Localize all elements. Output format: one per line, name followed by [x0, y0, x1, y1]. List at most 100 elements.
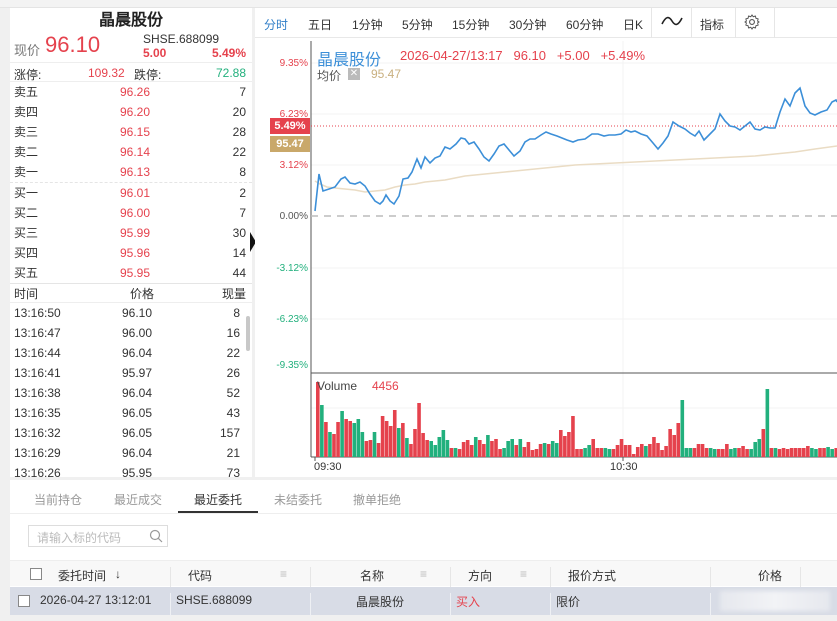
bid-row: 买二 96.00 7 [10, 203, 252, 223]
tab-intraday[interactable]: 分时 [264, 18, 289, 32]
ask-price: 96.15 [120, 125, 151, 139]
bid-row: 买三 95.99 30 [10, 223, 252, 243]
tab-5min[interactable]: 5分钟 [402, 18, 433, 32]
tab-rejected[interactable]: 撤单拒绝 [353, 493, 402, 507]
limit-down-label: 跌停: [134, 68, 162, 82]
trade-price: 96.10 [122, 306, 153, 320]
chart-type-button[interactable] [661, 14, 683, 31]
tab-five-day[interactable]: 五日 [308, 18, 333, 32]
col-order-time[interactable]: 委托时间 [58, 569, 107, 583]
tab-1min[interactable]: 1分钟 [352, 18, 383, 32]
ask-price: 96.13 [120, 165, 151, 179]
col-price-type[interactable]: 报价方式 [568, 569, 617, 583]
collapse-handle[interactable] [250, 232, 256, 252]
order-time: 2026-04-27 13:12:01 [40, 593, 152, 607]
bid-price: 95.95 [120, 266, 151, 280]
column-menu-icon[interactable]: ≡ [520, 567, 528, 581]
caret-right-icon [250, 232, 256, 252]
bid-volume: 7 [239, 206, 246, 220]
search-placeholder: 请输入标的代码 [37, 531, 122, 545]
price-change: 5.00 [143, 46, 167, 60]
current-pct-badge: 5.49% [270, 118, 310, 134]
trade-volume: 22 [226, 346, 240, 360]
ask-label: 卖二 [14, 145, 39, 159]
trade-volume: 8 [233, 306, 240, 320]
ask-row: 卖一 96.13 8 [10, 162, 252, 182]
sort-desc-icon[interactable]: ↓ [115, 567, 121, 581]
col-divider [170, 567, 171, 593]
order-price-type: 限价 [556, 595, 581, 609]
avg-price-badge: 95.47 [270, 136, 310, 152]
intraday-chart[interactable] [255, 41, 837, 477]
col-divider [550, 593, 551, 621]
volume-value: 4456 [372, 379, 399, 393]
limit-down-value: 72.88 [215, 66, 246, 80]
order-row[interactable]: 2026-04-27 13:12:01 SHSE.688099 晶晨股份 买入 … [10, 587, 837, 621]
trade-row: 13:16:35 96.05 43 [10, 403, 252, 423]
trades-header-volume: 现量 [221, 287, 246, 301]
close-icon[interactable]: ✕ [348, 68, 360, 80]
trade-volume: 26 [226, 366, 240, 380]
trade-price: 96.05 [122, 406, 153, 420]
settings-button[interactable] [743, 13, 761, 34]
top-strip [0, 0, 837, 8]
tab-positions[interactable]: 当前持仓 [34, 493, 83, 507]
trade-price: 96.04 [122, 346, 153, 360]
tab-open-orders[interactable]: 未结委托 [274, 493, 323, 507]
trade-price: 96.04 [122, 446, 153, 460]
order-book: 卖五 96.26 7 卖四 96.20 20 卖三 96.15 28 卖二 96.14 22 卖… [10, 82, 252, 283]
ask-volume: 22 [232, 145, 246, 159]
tab-daily[interactable]: 日K [623, 18, 644, 32]
chart-period-tabs: 分时 五日 1分钟 5分钟 15分钟 30分钟 60分钟 日K 指标 [255, 8, 837, 38]
y-tick-3-12: 3.12% [279, 160, 308, 171]
trades-header-time: 时间 [14, 287, 39, 301]
col-divider [550, 567, 551, 593]
row-checkbox[interactable] [18, 595, 30, 607]
column-menu-icon[interactable]: ≡ [420, 567, 428, 581]
col-name[interactable]: 名称 [360, 569, 385, 583]
ask-row: 卖三 96.15 28 [10, 122, 252, 142]
limit-up-label: 涨停: [14, 68, 42, 82]
col-price[interactable]: 价格 [758, 569, 783, 583]
avg-legend-value: 95.47 [371, 67, 402, 81]
tab-30min[interactable]: 30分钟 [509, 18, 547, 32]
ask-label: 卖三 [14, 125, 39, 139]
col-code[interactable]: 代码 [188, 569, 213, 583]
col-divider [310, 567, 311, 593]
bid-row: 买一 96.01 2 [10, 183, 252, 203]
ask-volume: 7 [239, 85, 246, 99]
y-tick-9-35: 9.35% [279, 58, 308, 69]
y-tick-neg-9-35: -9.35% [276, 360, 308, 371]
col-divider [710, 593, 711, 621]
bid-label: 买一 [14, 186, 39, 200]
tab-60min[interactable]: 60分钟 [566, 18, 604, 32]
indicator-button[interactable]: 指标 [700, 18, 725, 32]
trade-row: 13:16:44 96.04 22 [10, 343, 252, 363]
trade-row: 13:16:32 96.05 157 [10, 423, 252, 443]
trade-volume: 43 [226, 406, 240, 420]
trade-row: 13:16:29 96.04 21 [10, 443, 252, 463]
bid-label: 买二 [14, 206, 39, 220]
trade-row: 13:16:38 96.04 52 [10, 383, 252, 403]
trade-row: 13:16:47 96.00 16 [10, 323, 252, 343]
bid-volume: 30 [232, 226, 246, 240]
ask-row: 卖五 96.26 7 [10, 82, 252, 102]
trade-time: 13:16:29 [14, 446, 61, 460]
select-all-checkbox[interactable] [30, 568, 42, 580]
tab-recent-orders[interactable]: 最近委托 [194, 493, 243, 507]
trades-scrollbar[interactable] [246, 316, 250, 351]
col-divider [450, 567, 451, 593]
ask-price: 96.20 [120, 105, 151, 119]
tab-15min[interactable]: 15分钟 [452, 18, 490, 32]
trade-price: 95.95 [122, 466, 153, 477]
trade-row: 13:16:26 95.95 73 [10, 463, 252, 477]
ask-row: 卖二 96.14 22 [10, 142, 252, 162]
column-menu-icon[interactable]: ≡ [280, 567, 288, 581]
ask-volume: 8 [239, 165, 246, 179]
ask-volume: 28 [232, 125, 246, 139]
symbol-search-input[interactable]: 请输入标的代码 [28, 525, 168, 547]
tab-recent-fills[interactable]: 最近成交 [114, 493, 163, 507]
x-tick-1030: 10:30 [610, 461, 638, 473]
col-side[interactable]: 方向 [468, 569, 493, 583]
trades-list[interactable]: 13:16:50 96.10 8 13:16:47 96.00 16 13:16:44 9… [10, 303, 252, 477]
